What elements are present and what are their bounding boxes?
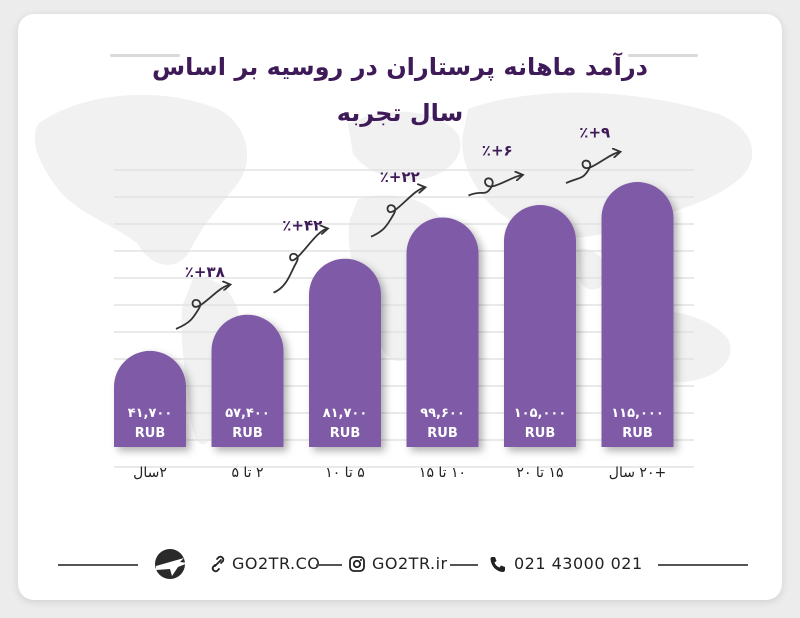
infographic-card: درآمد ماهانه پرستاران در روسیه بر اساس س… xyxy=(18,14,782,600)
bar-unit-label: RUB xyxy=(525,426,555,441)
bar-unit-label: RUB xyxy=(232,426,262,441)
bar xyxy=(211,314,284,447)
title-divider-right xyxy=(628,54,698,57)
growth-arrow xyxy=(175,285,230,330)
bar xyxy=(504,205,576,447)
link-icon xyxy=(211,555,225,573)
bar-value-label: ۴۱,۷۰۰ xyxy=(128,406,173,421)
bar xyxy=(406,217,479,447)
bar-value-label: ۹۹,۶۰۰ xyxy=(420,406,465,421)
bar-value-label: ۸۱,۷۰۰ xyxy=(323,406,368,421)
bar-unit-label: RUB xyxy=(330,426,360,441)
instagram-icon xyxy=(349,556,365,572)
footer: GO2TR.CO GO2TR.ir 021 43000 021 xyxy=(18,544,782,584)
category-label: ۲سال xyxy=(133,465,167,481)
footer-divider xyxy=(450,564,478,566)
bar-unit-label: RUB xyxy=(622,426,652,441)
category-label: ۲ تا ۵ xyxy=(231,465,263,481)
bar-value-label: ۵۷,۴۰۰ xyxy=(225,406,270,421)
growth-label: ٪+۶ xyxy=(482,141,513,159)
chart-title: درآمد ماهانه پرستاران در روسیه بر اساس س… xyxy=(152,53,648,127)
growth-label: ٪+۹ xyxy=(579,124,610,142)
phone-icon xyxy=(490,557,505,572)
bar xyxy=(309,258,381,447)
growth-arrow xyxy=(370,187,425,238)
growth-label: ٪+۳۸ xyxy=(185,263,225,281)
growth-label: ٪+۴۲ xyxy=(282,217,322,235)
growth-arrow xyxy=(565,152,620,184)
footer-divider-right xyxy=(658,564,748,566)
bar-value-label: ۱۱۵,۰۰۰ xyxy=(611,406,664,421)
instagram-handle[interactable]: GO2TR.ir xyxy=(372,554,448,573)
phone-number[interactable]: 021 43000 021 xyxy=(514,554,643,573)
footer-divider xyxy=(316,564,342,566)
footer-divider-left xyxy=(58,564,138,566)
growth-arrow xyxy=(468,175,523,197)
growth-label: ٪+۲۲ xyxy=(380,168,420,186)
website-link[interactable]: GO2TR.CO xyxy=(232,554,321,573)
title-divider-left xyxy=(110,54,180,57)
bar-unit-label: RUB xyxy=(135,426,165,441)
category-label: ۵ تا ۱۰ xyxy=(325,465,365,481)
bar-value-label: ۱۰۵,۰۰۰ xyxy=(514,406,567,421)
bar-chart: ۴۱,۷۰۰ RUB ۲سال ۵۷,۴۰۰ RUB ۲ تا ۵ ۸۱,۷۰۰ RUB ۵ ت… xyxy=(114,124,694,481)
category-label: ۱۰ تا ۱۵ xyxy=(419,465,466,481)
growth-arrow xyxy=(273,229,328,294)
bar xyxy=(601,182,674,447)
bar-unit-label: RUB xyxy=(427,426,457,441)
category-label: ۱۵ تا ۲۰ xyxy=(516,465,563,481)
category-label: +۲۰ سال xyxy=(609,465,666,481)
bar xyxy=(114,350,186,447)
logo-plane-icon xyxy=(155,549,188,579)
